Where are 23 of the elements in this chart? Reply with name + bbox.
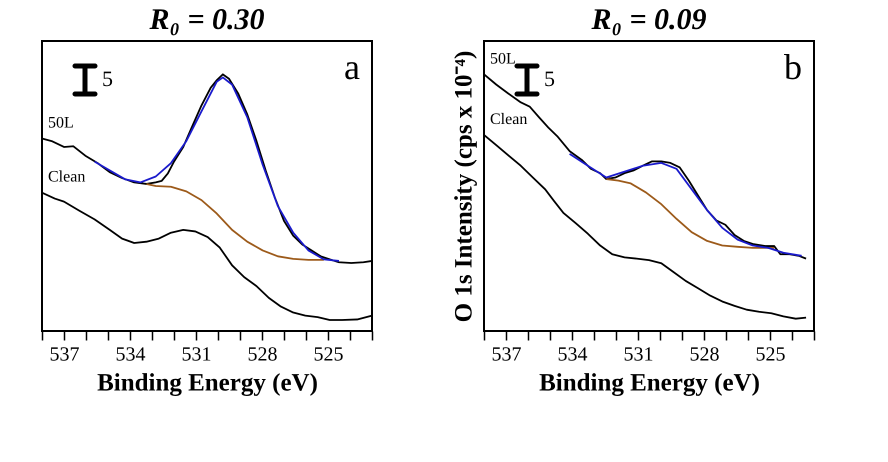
x-tick-label: 531: [182, 344, 212, 366]
x-tick-label: 525: [314, 344, 344, 366]
annotation: 5: [102, 66, 113, 91]
x-axis-title: Binding Energy (eV): [97, 370, 318, 396]
x-tick-label: 537: [492, 344, 522, 366]
legend-label: 50L: [48, 114, 74, 132]
x-tick-label: 534: [558, 344, 588, 366]
y-axis-title: O 1s Intensity (cps x 10⁻⁴): [450, 50, 478, 322]
annotation: a: [344, 47, 360, 87]
annotation: b: [784, 47, 802, 87]
series-label: Clean: [48, 168, 86, 186]
x-tick-label: 537: [50, 344, 80, 366]
legend-label: 50L: [490, 50, 516, 68]
x-tick-label: 528: [248, 344, 278, 366]
x-tick-label: 534: [116, 344, 146, 366]
series-label: Clean: [490, 110, 528, 128]
chart-title: R₀ = 0.30: [148, 3, 265, 36]
x-axis-title: Binding Energy (eV): [539, 370, 760, 396]
x-tick-label: 531: [624, 344, 654, 366]
chart-title: R₀ = 0.09: [590, 3, 707, 36]
x-tick-label: 525: [756, 344, 786, 366]
annotation: 5: [544, 66, 555, 91]
x-tick-label: 528: [690, 344, 720, 366]
